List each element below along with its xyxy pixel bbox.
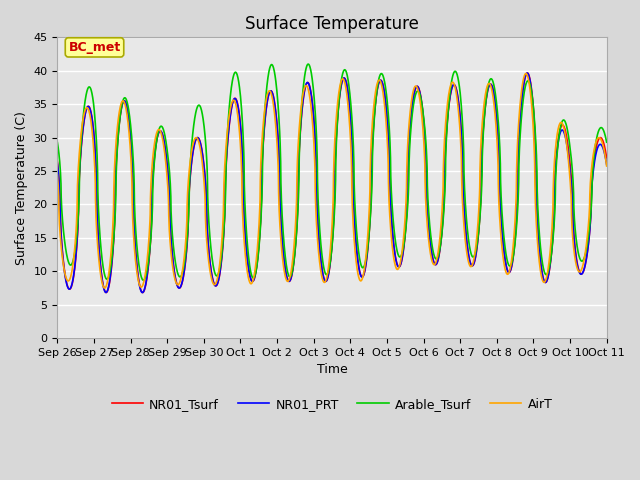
AirT <box>204 247 211 252</box>
Line: NR01_Tsurf: NR01_Tsurf <box>58 73 607 292</box>
Line: NR01_PRT: NR01_PRT <box>58 73 607 293</box>
AirT <box>337 78 345 84</box>
AirT <box>495 204 503 210</box>
AirT <box>395 265 403 271</box>
NR01_Tsurf <box>139 289 147 295</box>
NR01_Tsurf <box>579 270 587 276</box>
X-axis label: Time: Time <box>317 363 348 376</box>
NR01_PRT <box>138 290 146 296</box>
AirT <box>54 172 61 178</box>
NR01_PRT <box>337 81 345 87</box>
Arable_Tsurf <box>304 61 312 67</box>
AirT <box>603 163 611 169</box>
NR01_Tsurf <box>156 128 164 134</box>
AirT <box>101 285 109 291</box>
NR01_PRT <box>579 269 587 275</box>
NR01_Tsurf <box>524 70 531 76</box>
Arable_Tsurf <box>140 277 147 283</box>
Arable_Tsurf <box>54 140 61 145</box>
Title: Surface Temperature: Surface Temperature <box>245 15 419 33</box>
Y-axis label: Surface Temperature (C): Surface Temperature (C) <box>15 111 28 264</box>
Arable_Tsurf <box>495 135 503 141</box>
NR01_Tsurf <box>54 159 61 165</box>
Line: AirT: AirT <box>58 73 607 288</box>
NR01_PRT <box>524 70 531 76</box>
Line: Arable_Tsurf: Arable_Tsurf <box>58 64 607 280</box>
NR01_PRT <box>603 162 611 168</box>
NR01_Tsurf <box>337 82 345 87</box>
Arable_Tsurf <box>395 253 403 259</box>
NR01_Tsurf <box>204 228 211 233</box>
Arable_Tsurf <box>603 139 611 145</box>
NR01_PRT <box>395 264 403 270</box>
NR01_PRT <box>156 128 164 134</box>
Arable_Tsurf <box>579 258 587 264</box>
Legend: NR01_Tsurf, NR01_PRT, Arable_Tsurf, AirT: NR01_Tsurf, NR01_PRT, Arable_Tsurf, AirT <box>107 393 557 416</box>
NR01_PRT <box>204 231 211 237</box>
Arable_Tsurf <box>204 176 211 181</box>
AirT <box>522 71 530 76</box>
Arable_Tsurf <box>338 75 346 81</box>
NR01_PRT <box>54 160 61 166</box>
AirT <box>156 127 164 133</box>
NR01_Tsurf <box>495 148 503 154</box>
NR01_PRT <box>495 153 503 159</box>
NR01_Tsurf <box>603 155 611 161</box>
AirT <box>579 262 587 268</box>
Arable_Tsurf <box>156 124 164 130</box>
NR01_Tsurf <box>395 264 403 270</box>
Text: BC_met: BC_met <box>68 41 120 54</box>
